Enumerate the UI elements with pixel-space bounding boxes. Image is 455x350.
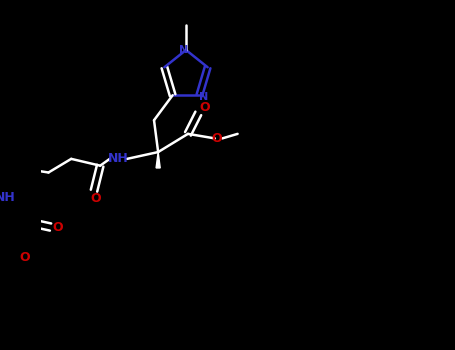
Text: O: O (53, 220, 63, 233)
Text: O: O (19, 251, 30, 265)
Text: O: O (199, 102, 210, 114)
Text: N: N (179, 45, 188, 55)
Text: O: O (91, 192, 101, 205)
Polygon shape (156, 152, 160, 168)
Text: NH: NH (108, 152, 128, 165)
Text: NH: NH (0, 191, 15, 204)
Text: N: N (199, 92, 208, 103)
Text: O: O (212, 132, 222, 145)
